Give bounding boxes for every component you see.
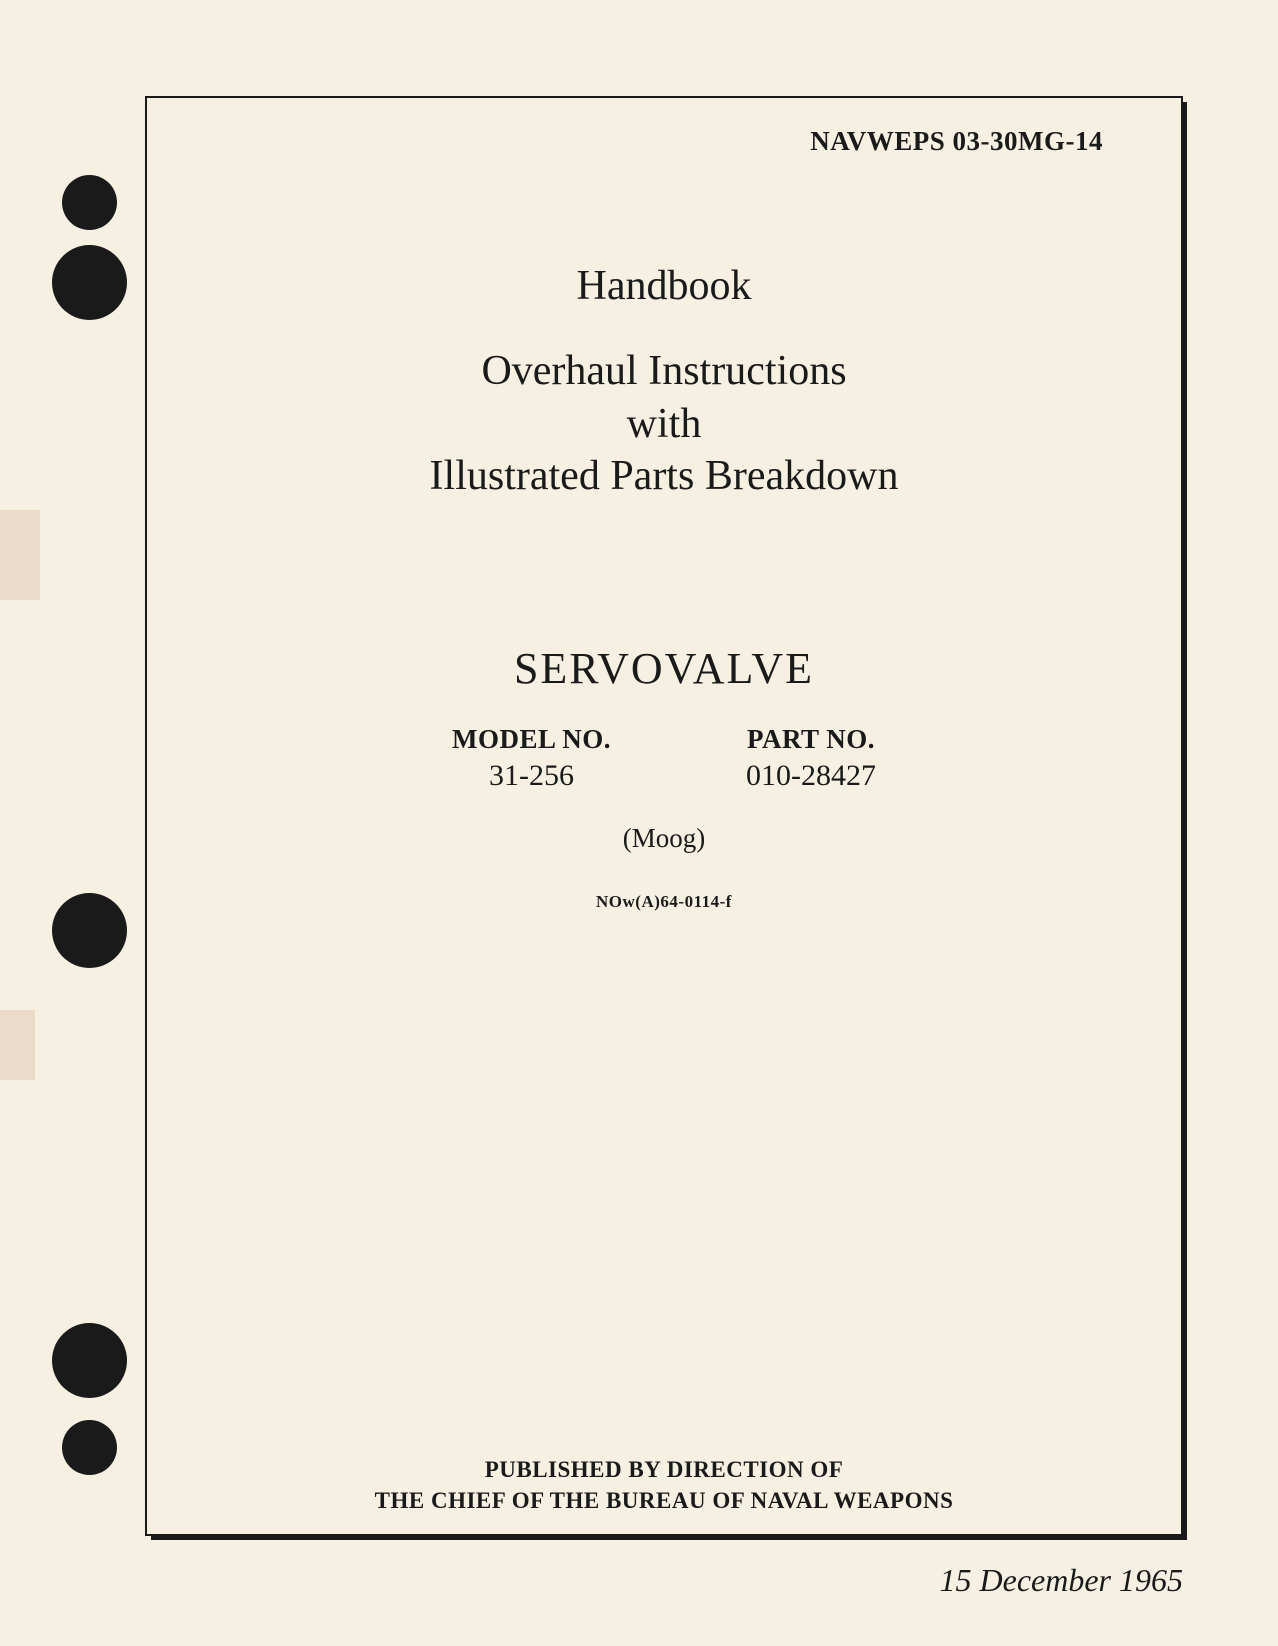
binder-hole — [52, 245, 127, 320]
binder-hole — [62, 175, 117, 230]
publication-date: 15 December 1965 — [940, 1562, 1183, 1599]
part-value: 010-28427 — [746, 759, 876, 793]
model-column: MODEL NO. 31-256 — [452, 724, 611, 793]
title-line: with — [195, 398, 1133, 451]
publisher-section: PUBLISHED BY DIRECTION OF THE CHIEF OF T… — [145, 1454, 1183, 1516]
page-stain — [0, 1010, 35, 1080]
document-page: NAVWEPS 03-30MG-14 Handbook Overhaul Ins… — [0, 0, 1278, 1646]
binder-hole — [52, 893, 127, 968]
title-section: Handbook Overhaul Instructions with Illu… — [195, 262, 1133, 912]
model-value: 31-256 — [452, 759, 611, 793]
model-part-row: MODEL NO. 31-256 PART NO. 010-28427 — [195, 724, 1133, 793]
handbook-label: Handbook — [195, 262, 1133, 310]
title-line: Overhaul Instructions — [195, 345, 1133, 398]
publisher-line: THE CHIEF OF THE BUREAU OF NAVAL WEAPONS — [145, 1485, 1183, 1516]
document-number: NAVWEPS 03-30MG-14 — [195, 126, 1103, 157]
manufacturer: (Moog) — [195, 823, 1133, 854]
contract-number: NOw(A)64-0114-f — [195, 892, 1133, 912]
product-name: SERVOVALVE — [195, 643, 1133, 694]
binder-hole — [52, 1323, 127, 1398]
part-column: PART NO. 010-28427 — [746, 724, 876, 793]
page-stain — [0, 510, 40, 600]
content-area: NAVWEPS 03-30MG-14 Handbook Overhaul Ins… — [145, 96, 1183, 1576]
model-label: MODEL NO. — [452, 724, 611, 755]
main-title: Overhaul Instructions with Illustrated P… — [195, 345, 1133, 503]
publisher-line: PUBLISHED BY DIRECTION OF — [145, 1454, 1183, 1485]
binder-hole — [62, 1420, 117, 1475]
part-label: PART NO. — [746, 724, 876, 755]
title-line: Illustrated Parts Breakdown — [195, 450, 1133, 503]
